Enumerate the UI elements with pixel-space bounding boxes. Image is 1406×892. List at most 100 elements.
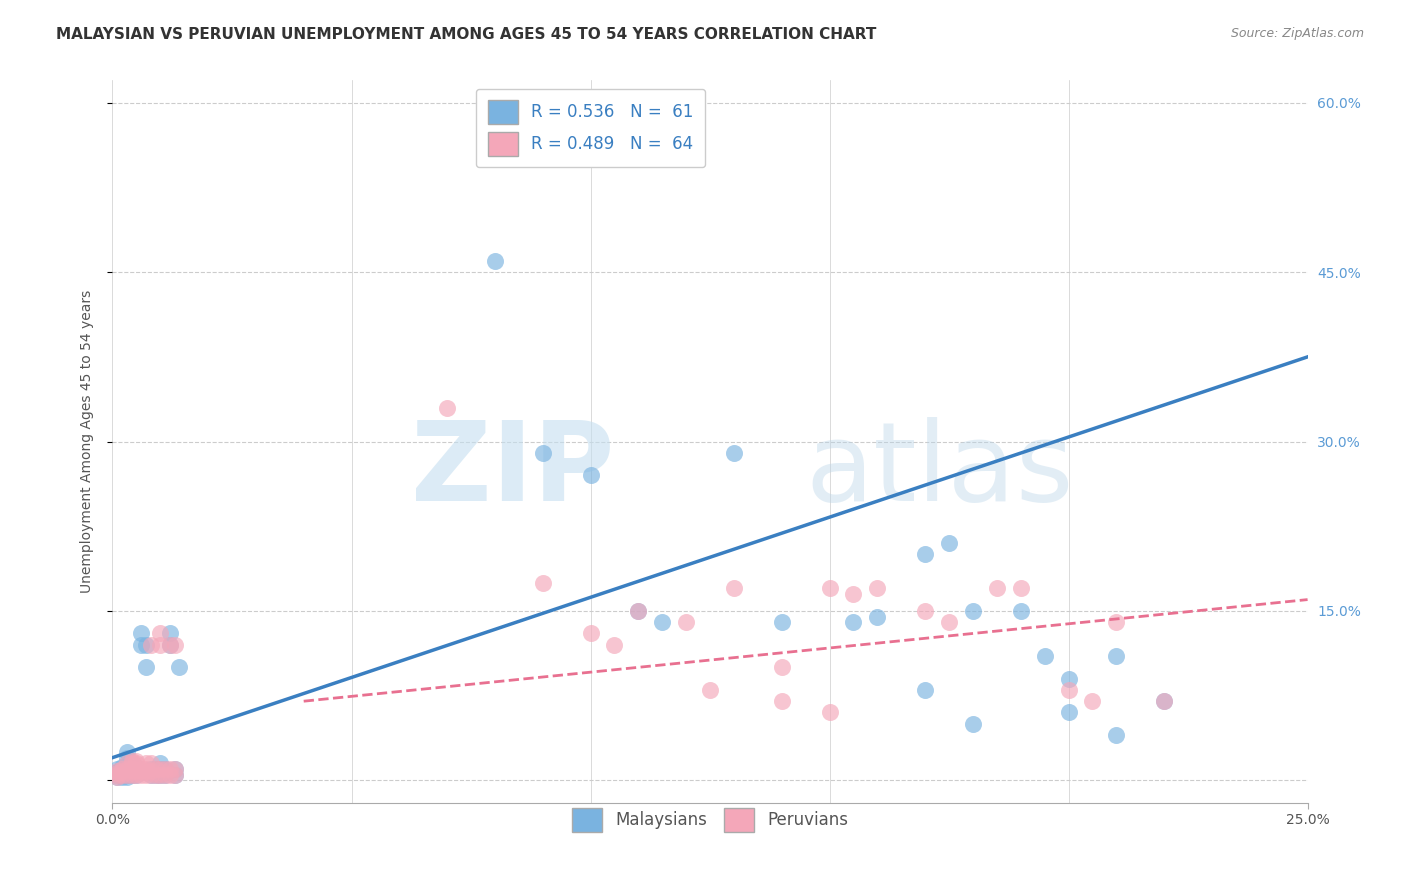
Point — [531, 446, 554, 460]
Point — [145, 762, 167, 776]
Point — [115, 750, 138, 764]
Text: atlas: atlas — [806, 417, 1074, 524]
Point — [111, 765, 134, 780]
Point — [149, 626, 172, 640]
Point — [484, 253, 506, 268]
Point — [962, 716, 984, 731]
Point — [159, 767, 181, 781]
Point — [139, 764, 162, 779]
Point — [163, 762, 186, 776]
Point — [111, 767, 134, 781]
Point — [962, 604, 984, 618]
Point — [139, 756, 162, 771]
Point — [866, 582, 889, 596]
Point — [139, 638, 162, 652]
Point — [1033, 648, 1056, 663]
Point — [163, 638, 186, 652]
Point — [121, 764, 143, 779]
Point — [1105, 615, 1128, 630]
Point — [135, 767, 157, 781]
Legend: Malaysians, Peruvians: Malaysians, Peruvians — [558, 795, 862, 845]
Point — [699, 682, 721, 697]
Point — [1057, 682, 1080, 697]
Point — [153, 767, 176, 781]
Point — [914, 548, 936, 562]
Point — [121, 767, 143, 781]
Point — [149, 756, 172, 771]
Point — [627, 604, 650, 618]
Point — [111, 770, 134, 784]
Text: Source: ZipAtlas.com: Source: ZipAtlas.com — [1230, 27, 1364, 40]
Point — [145, 762, 167, 776]
Point — [105, 770, 128, 784]
Point — [159, 638, 181, 652]
Point — [125, 754, 148, 768]
Point — [986, 582, 1008, 596]
Point — [129, 638, 152, 652]
Point — [149, 762, 172, 776]
Point — [579, 468, 602, 483]
Point — [121, 764, 143, 779]
Point — [125, 767, 148, 781]
Point — [153, 762, 176, 776]
Point — [111, 764, 134, 779]
Point — [531, 575, 554, 590]
Point — [125, 760, 148, 774]
Point — [149, 767, 172, 781]
Point — [145, 767, 167, 781]
Point — [121, 754, 143, 768]
Point — [914, 682, 936, 697]
Point — [723, 582, 745, 596]
Point — [125, 762, 148, 776]
Point — [842, 615, 865, 630]
Point — [129, 626, 152, 640]
Point — [121, 762, 143, 776]
Point — [159, 638, 181, 652]
Point — [436, 401, 458, 415]
Point — [842, 587, 865, 601]
Point — [121, 756, 143, 771]
Point — [115, 756, 138, 771]
Point — [139, 762, 162, 776]
Point — [115, 770, 138, 784]
Point — [675, 615, 697, 630]
Point — [163, 762, 186, 776]
Point — [914, 604, 936, 618]
Point — [627, 604, 650, 618]
Point — [163, 767, 186, 781]
Point — [105, 767, 128, 781]
Point — [169, 660, 191, 674]
Point — [115, 762, 138, 776]
Point — [163, 767, 186, 781]
Point — [139, 767, 162, 781]
Point — [159, 762, 181, 776]
Point — [1010, 582, 1032, 596]
Point — [1081, 694, 1104, 708]
Point — [818, 582, 841, 596]
Point — [135, 764, 157, 779]
Point — [1153, 694, 1175, 708]
Point — [149, 638, 172, 652]
Point — [105, 767, 128, 781]
Point — [938, 615, 960, 630]
Point — [111, 762, 134, 776]
Point — [149, 762, 172, 776]
Point — [770, 615, 793, 630]
Point — [139, 767, 162, 781]
Point — [105, 770, 128, 784]
Point — [115, 765, 138, 780]
Point — [135, 756, 157, 771]
Point — [129, 764, 152, 779]
Point — [129, 767, 152, 781]
Point — [115, 764, 138, 779]
Point — [938, 536, 960, 550]
Point — [111, 767, 134, 781]
Point — [121, 762, 143, 776]
Point — [125, 756, 148, 771]
Point — [153, 767, 176, 781]
Point — [866, 609, 889, 624]
Point — [770, 694, 793, 708]
Point — [145, 767, 167, 781]
Point — [1057, 706, 1080, 720]
Point — [125, 764, 148, 779]
